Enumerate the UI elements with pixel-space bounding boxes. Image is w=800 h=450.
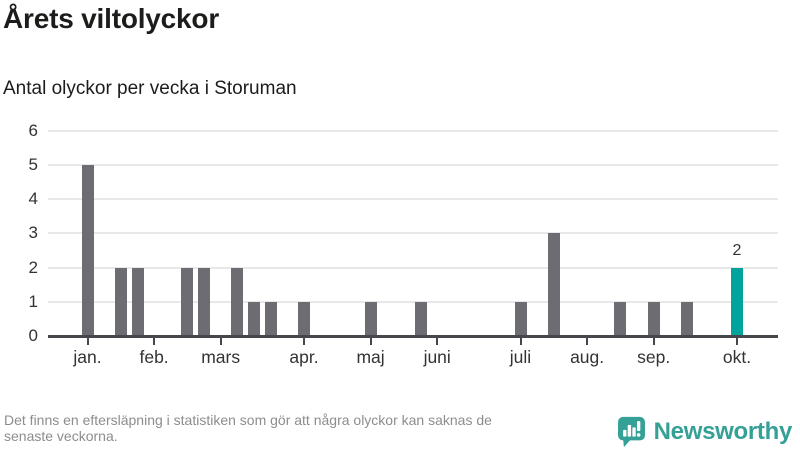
gridline-4	[48, 198, 778, 201]
y-axis-label-2: 2	[28, 257, 38, 277]
y-axis-label-1: 1	[28, 291, 38, 311]
bar-week-8	[198, 267, 211, 336]
x-axis-label-aug: aug.	[570, 347, 605, 367]
x-axis-label-jan: jan.	[73, 347, 102, 367]
footnote-line-2: senaste veckorna.	[4, 428, 118, 444]
bar-week-7	[181, 267, 194, 336]
bar-week-35	[647, 301, 660, 336]
bar-week-14	[298, 301, 310, 336]
bar-week-40	[731, 267, 743, 336]
newsworthy-logo: Newsworthy	[616, 416, 792, 448]
x-axis-label-juli: juli	[509, 347, 532, 367]
x-axis-label-juni: juni	[423, 347, 451, 367]
y-axis-label-4: 4	[28, 189, 38, 209]
y-axis-label-0: 0	[28, 326, 38, 345]
bar-week-33	[614, 301, 627, 336]
x-axis-line	[48, 335, 778, 338]
gridline-2	[48, 266, 778, 269]
x-axis-tick-juli	[519, 338, 522, 345]
x-axis-tick-okt	[736, 338, 738, 345]
x-axis-tick-feb	[153, 338, 156, 345]
bar-week-1	[81, 165, 94, 336]
x-axis-tick-sep	[652, 338, 655, 345]
x-axis-tick-mars	[219, 338, 222, 345]
x-axis-tick-juni	[436, 338, 439, 345]
newsworthy-speech-bubble-chart-icon	[616, 416, 647, 448]
bar-week-11	[248, 301, 260, 336]
x-axis-tick-apr	[303, 338, 305, 345]
gridline-1	[48, 300, 778, 303]
gridline-5	[48, 164, 778, 166]
chart-subtitle: Antal olyckor per vecka i Storuman	[3, 78, 297, 99]
bar-week-4	[131, 267, 144, 336]
y-axis-label-5: 5	[28, 155, 38, 174]
x-axis-tick-aug	[586, 338, 589, 345]
x-axis-label-mars: mars	[201, 347, 241, 367]
bar-week-21	[414, 301, 427, 336]
bar-week-37	[681, 301, 693, 336]
x-axis-label-sep: sep.	[637, 347, 671, 367]
x-axis-tick-maj	[369, 338, 372, 345]
highlight-value-label: 2	[732, 241, 742, 259]
x-axis-tick-jan	[86, 338, 89, 345]
bar-week-3	[114, 267, 127, 336]
bar-week-29	[547, 233, 560, 336]
gridline-6	[48, 129, 778, 132]
chart-title: Årets viltolyckor	[3, 3, 220, 34]
x-axis-label-okt: okt.	[722, 347, 752, 367]
y-axis-label-3: 3	[28, 223, 38, 243]
gridline-3	[48, 232, 778, 235]
bar-week-10	[231, 267, 244, 336]
x-axis-label-apr: apr.	[289, 347, 319, 367]
footnote-line-1: Det finns en eftersläpning i statistiken…	[4, 412, 492, 428]
y-axis-label-6: 6	[28, 120, 38, 140]
newsworthy-wordmark: Newsworthy	[653, 418, 793, 445]
bar-week-27	[514, 301, 527, 336]
x-axis-label-feb: feb.	[139, 347, 169, 367]
footnote: Det finns en eftersläpning i statistiken…	[4, 412, 492, 444]
bar-week-12	[264, 301, 277, 336]
bar-week-18	[364, 301, 377, 336]
x-axis-label-maj: maj	[356, 347, 385, 367]
